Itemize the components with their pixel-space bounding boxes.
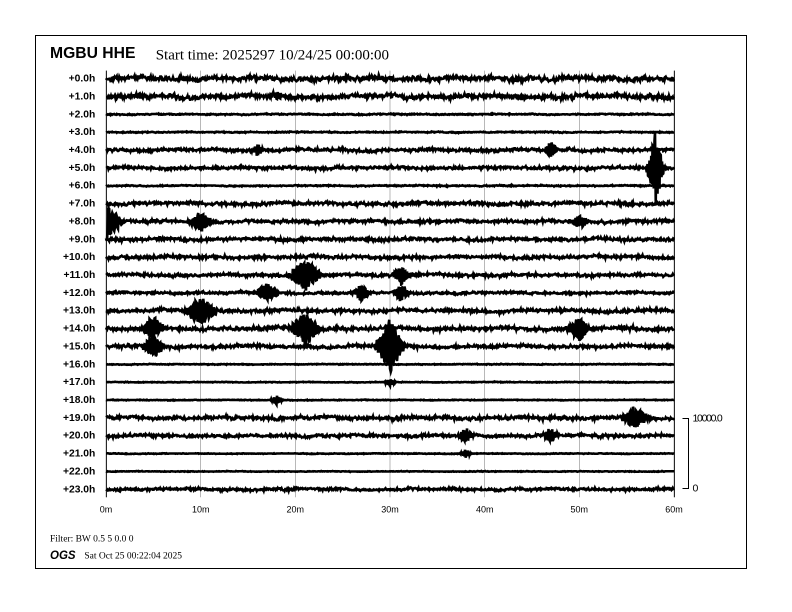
svg-text:+3.0h: +3.0h (69, 127, 96, 138)
svg-text:Filter: BW 0.5 5 0.0 0: Filter: BW 0.5 5 0.0 0 (50, 535, 134, 545)
svg-text:+17.0h: +17.0h (63, 377, 95, 388)
svg-text:50m: 50m (571, 504, 589, 514)
svg-text:20m: 20m (287, 504, 305, 514)
svg-text:+10.0h: +10.0h (63, 252, 95, 263)
svg-text:+13.0h: +13.0h (63, 306, 95, 317)
svg-text:+19.0h: +19.0h (63, 413, 95, 424)
svg-text:0m: 0m (100, 504, 113, 514)
svg-text:Start time: 2025297 10/24/25 0: Start time: 2025297 10/24/25 00:00:00 (156, 48, 389, 64)
svg-text:+1.0h: +1.0h (69, 92, 96, 103)
svg-text:+21.0h: +21.0h (63, 449, 95, 460)
svg-text:10m: 10m (192, 504, 210, 514)
svg-text:+6.0h: +6.0h (69, 181, 96, 192)
svg-text:+0.0h: +0.0h (69, 74, 96, 85)
svg-text:+18.0h: +18.0h (63, 395, 95, 406)
svg-text:60m: 60m (665, 504, 683, 514)
svg-text:+5.0h: +5.0h (69, 163, 96, 174)
svg-text:+23.0h: +23.0h (63, 484, 95, 495)
svg-text:MGBU HHE: MGBU HHE (50, 45, 135, 62)
svg-text:+11.0h: +11.0h (64, 270, 96, 281)
svg-text:+7.0h: +7.0h (69, 199, 96, 210)
svg-text:+12.0h: +12.0h (63, 288, 95, 299)
svg-text:Sat Oct 25 00:22:04 2025: Sat Oct 25 00:22:04 2025 (84, 552, 182, 562)
svg-text:+2.0h: +2.0h (69, 109, 96, 120)
svg-text:+22.0h: +22.0h (63, 467, 95, 478)
svg-text:+15.0h: +15.0h (63, 342, 95, 353)
svg-text:+14.0h: +14.0h (63, 324, 95, 335)
svg-text:+20.0h: +20.0h (63, 431, 95, 442)
svg-text:40m: 40m (476, 504, 494, 514)
svg-text:+9.0h: +9.0h (69, 234, 96, 245)
svg-text:30m: 30m (381, 504, 399, 514)
svg-text:+16.0h: +16.0h (63, 359, 95, 370)
svg-text:+8.0h: +8.0h (69, 217, 96, 228)
svg-text:+4.0h: +4.0h (69, 145, 96, 156)
svg-text:0: 0 (693, 483, 699, 495)
svg-text:OGS: OGS (50, 550, 76, 562)
svg-text:10000.0: 10000.0 (693, 413, 723, 425)
